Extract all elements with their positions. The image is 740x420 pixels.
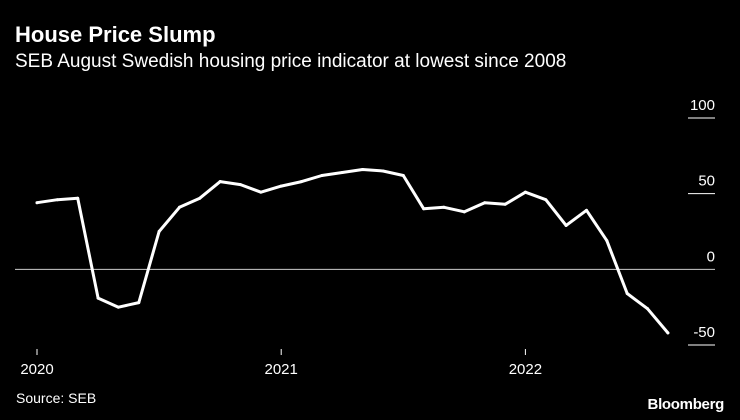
data-point — [259, 190, 263, 194]
data-point — [76, 196, 80, 200]
data-point — [361, 167, 365, 171]
data-point — [462, 210, 466, 214]
data-point — [177, 205, 181, 209]
data-point — [666, 331, 670, 335]
data-point — [523, 190, 527, 194]
x-tick-label: 2022 — [509, 361, 542, 378]
y-tick-label: 100 — [690, 97, 715, 114]
data-point — [422, 207, 426, 211]
data-point — [279, 184, 283, 188]
x-tick-label: 2020 — [20, 361, 53, 378]
data-point — [544, 198, 548, 202]
chart-title: House Price Slump — [15, 22, 216, 47]
data-point — [564, 223, 568, 227]
y-tick-label: 0 — [707, 248, 715, 265]
data-point — [605, 239, 609, 243]
y-tick-label: -50 — [693, 324, 715, 341]
data-point — [116, 305, 120, 309]
data-point — [503, 202, 507, 206]
data-point — [35, 201, 39, 205]
bloomberg-logo: Bloomberg — [647, 396, 725, 413]
chart-subtitle: SEB August Swedish housing price indicat… — [15, 51, 567, 72]
data-point — [483, 201, 487, 205]
data-point — [584, 208, 588, 212]
x-tick-label: 2021 — [265, 361, 298, 378]
data-point — [646, 307, 649, 311]
data-point — [55, 198, 59, 202]
data-point — [218, 180, 222, 184]
data-point — [320, 174, 324, 178]
data-point — [300, 180, 304, 184]
data-point — [625, 292, 629, 296]
data-point — [340, 170, 344, 174]
data-point — [442, 205, 446, 209]
y-tick-label: 50 — [698, 173, 715, 190]
data-point — [401, 174, 405, 178]
data-point — [137, 301, 141, 305]
data-point — [96, 296, 100, 300]
data-point — [157, 230, 161, 233]
data-point — [198, 196, 202, 200]
data-point — [381, 169, 385, 173]
data-point — [239, 183, 242, 187]
source-note: Source: SEB — [16, 390, 97, 406]
series-line — [35, 168, 670, 335]
